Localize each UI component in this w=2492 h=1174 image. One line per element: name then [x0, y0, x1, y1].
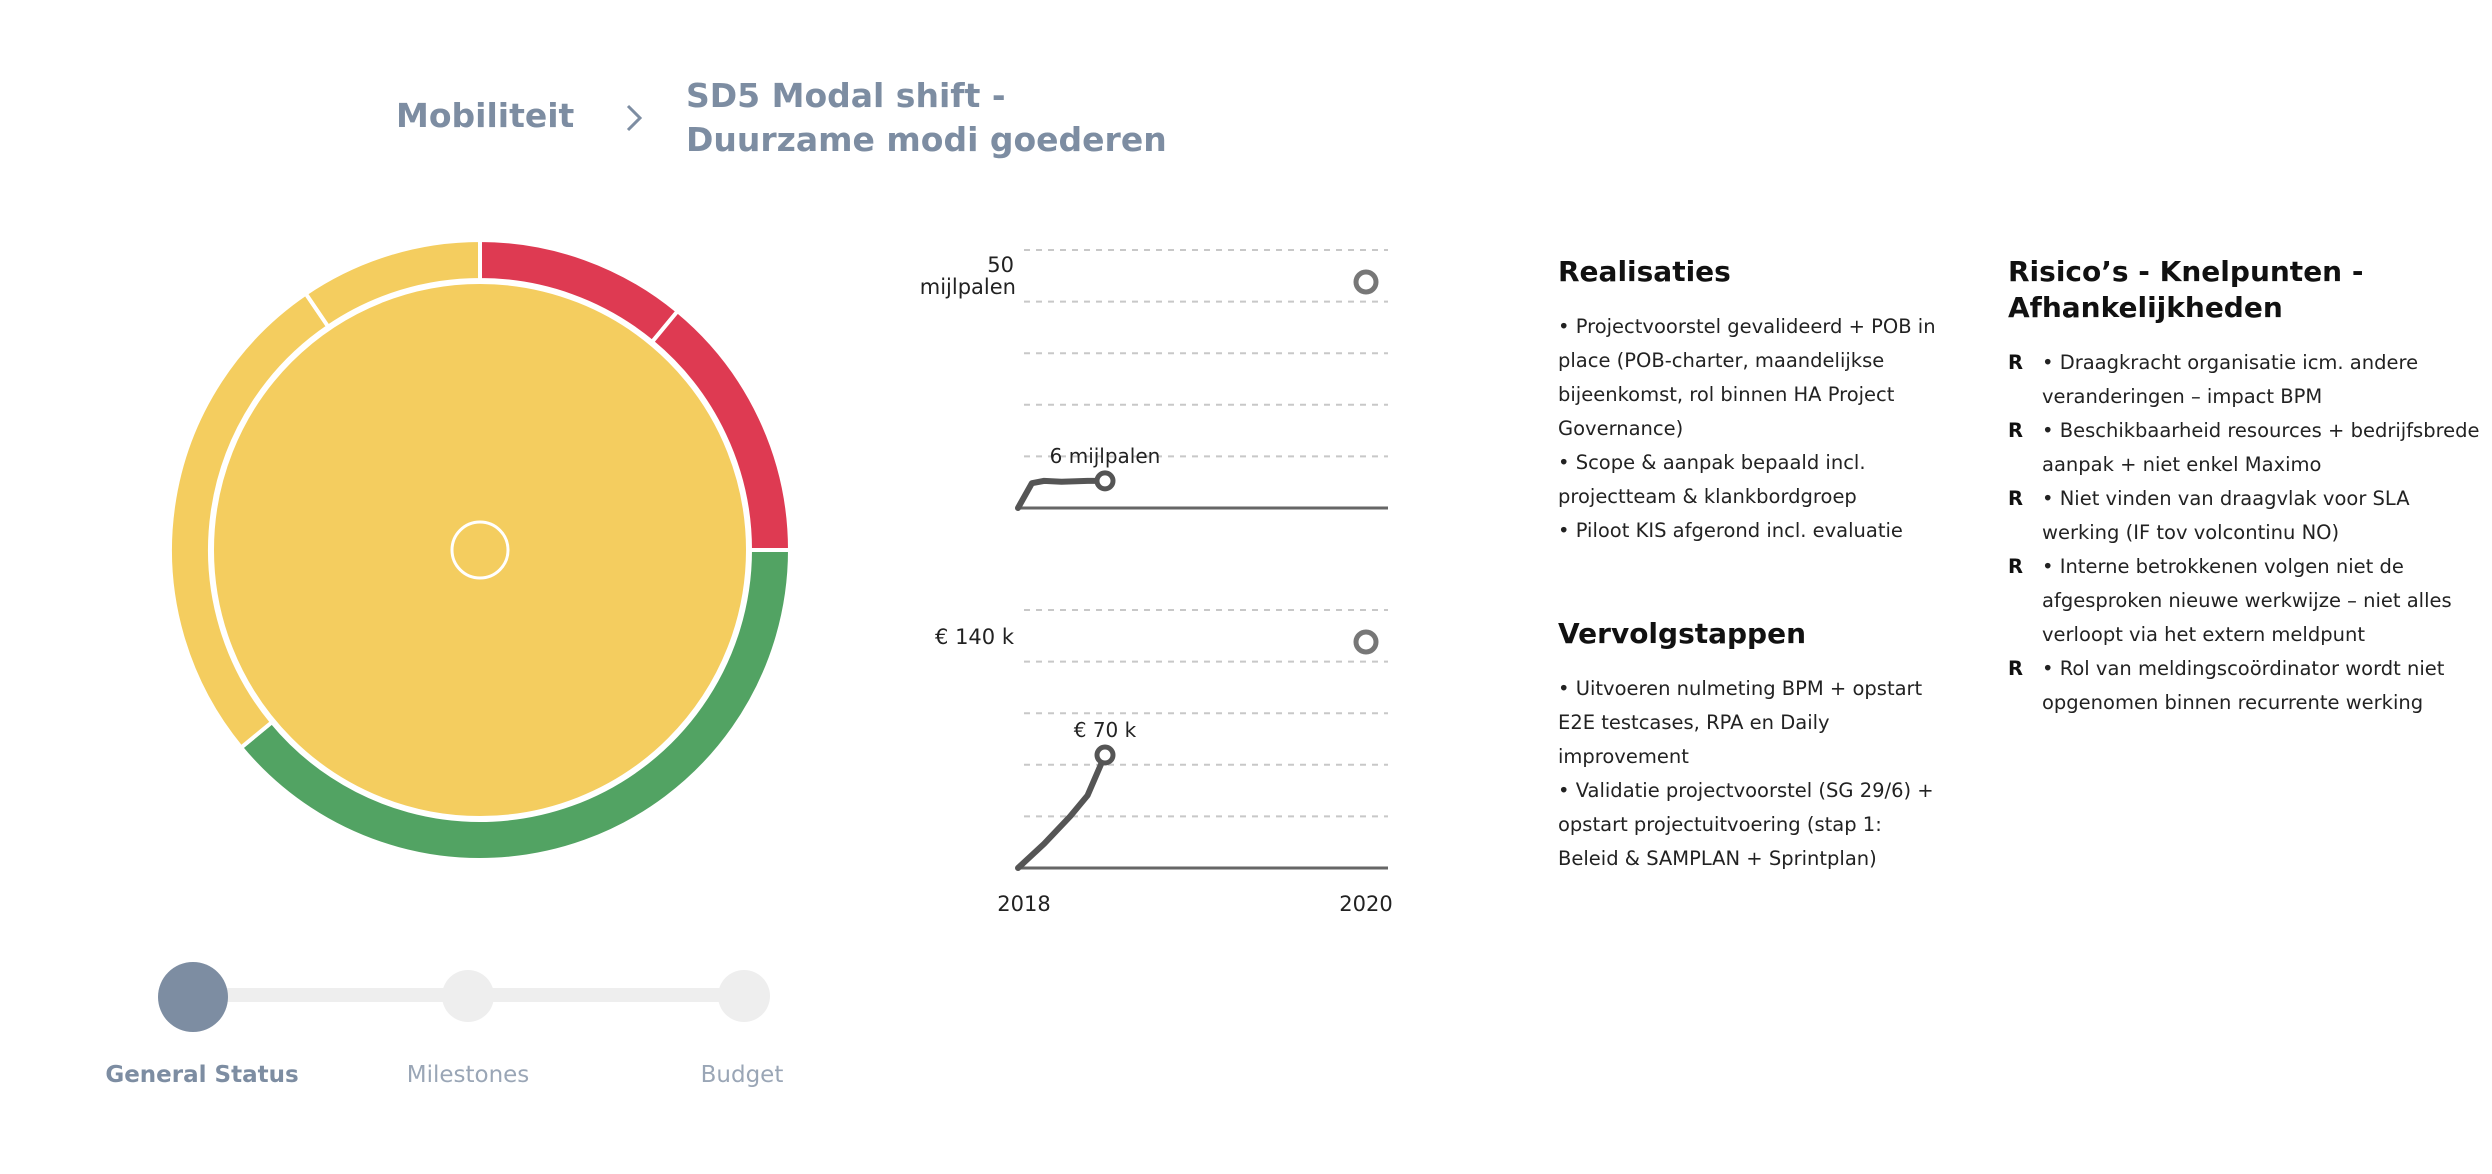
- milestones-target-label-line2: mijlpalen: [920, 275, 1016, 299]
- risk-tag: R: [2008, 419, 2024, 442]
- vervolgstappen-list: • Uitvoeren nulmeting BPM + opstart E2E …: [1558, 672, 1938, 876]
- step-label-budget[interactable]: Budget: [700, 1062, 784, 1088]
- budget-current-point: [1094, 744, 1116, 766]
- budget-chart: € 140 k € 70 k 2018 2020: [935, 609, 1393, 916]
- budget-target-label: € 140 k: [935, 625, 1015, 649]
- risk-tag: R: [2008, 351, 2024, 374]
- milestones-chart: 50 mijlpalen 6 mijlpalen: [920, 249, 1388, 511]
- budget-current-label: € 70 k: [1074, 718, 1137, 742]
- vervolgstappen-title: Vervolgstappen: [1558, 617, 1807, 650]
- donut-inner-status: [210, 280, 750, 820]
- risk-tag: R: [2008, 487, 2024, 510]
- risk-row: R • Draagkracht organisatie icm. andere v…: [2008, 346, 2492, 414]
- risk-text: • Draagkracht organisatie icm. andere ve…: [2042, 351, 2419, 408]
- list-item: • Uitvoeren nulmeting BPM + opstart E2E …: [1558, 677, 1923, 768]
- budget-progress-line: [1015, 752, 1108, 871]
- milestones-target-label-line1: 50: [987, 253, 1014, 277]
- risicos-list: R • Draagkracht organisatie icm. andere v…: [2008, 346, 2492, 720]
- step-label-general-status[interactable]: General Status: [105, 1062, 299, 1088]
- risk-row: R • Niet vinden van draagvlak voor SLA we…: [2008, 482, 2492, 550]
- risk-text: • Interne betrokkenen volgen niet de afg…: [2042, 555, 2452, 646]
- budget-target-point: [1353, 629, 1379, 655]
- milestones-progress-line: [1015, 477, 1108, 511]
- breadcrumb-root[interactable]: Mobiliteit: [396, 96, 575, 135]
- risk-row: R • Interne betrokkenen volgen niet de af…: [2008, 550, 2492, 652]
- list-item: • Projectvoorstel gevalideerd + POB in p…: [1558, 315, 1936, 440]
- list-item: • Piloot KIS afgerond incl. evaluatie: [1558, 519, 1903, 542]
- page-title-line1: SD5 Modal shift -: [686, 76, 1006, 115]
- list-item: • Scope & aanpak bepaald incl. projectte…: [1558, 451, 1866, 508]
- risk-tag: R: [2008, 657, 2024, 680]
- step-label-milestones[interactable]: Milestones: [406, 1062, 530, 1088]
- milestones-current-label: 6 mijlpalen: [1050, 444, 1161, 468]
- risk-tag: R: [2008, 555, 2024, 578]
- status-donut: [168, 237, 793, 862]
- page-title-line2: Duurzame modi goederen: [686, 120, 1167, 159]
- donut-center-ring: [450, 520, 510, 580]
- page-title: SD5 Modal shift - Duurzame modi goederen: [686, 74, 1167, 162]
- risk-text: • Rol van meldingscoördinator wordt niet…: [2042, 657, 2445, 714]
- milestones-target-point: [1353, 269, 1379, 295]
- x-tick-2018: 2018: [997, 892, 1050, 916]
- risk-row: R • Beschikbaarheid resources + bedrijfsb…: [2008, 414, 2492, 482]
- step-dot-budget[interactable]: [718, 970, 770, 1022]
- risk-text: • Niet vinden van draagvlak voor SLA wer…: [2042, 487, 2410, 544]
- step-dot-general-status[interactable]: [158, 962, 228, 1032]
- realisaties-title: Realisaties: [1558, 255, 1731, 288]
- realisaties-list: • Projectvoorstel gevalideerd + POB in p…: [1558, 310, 1938, 548]
- risicos-title: Risico’s - Knelpunten - Afhankelijkheden: [2008, 255, 2364, 324]
- x-tick-2020: 2020: [1339, 892, 1392, 916]
- list-item: • Validatie projectvoorstel (SG 29/6) + …: [1558, 779, 1934, 870]
- risk-row: R • Rol van meldingscoördinator wordt nie…: [2008, 652, 2492, 720]
- milestones-current-point: [1094, 470, 1116, 492]
- risk-text: • Beschikbaarheid resources + bedrijfsbr…: [2042, 419, 2480, 476]
- chevron-right-icon: [626, 104, 643, 132]
- step-dot-milestones[interactable]: [442, 970, 494, 1022]
